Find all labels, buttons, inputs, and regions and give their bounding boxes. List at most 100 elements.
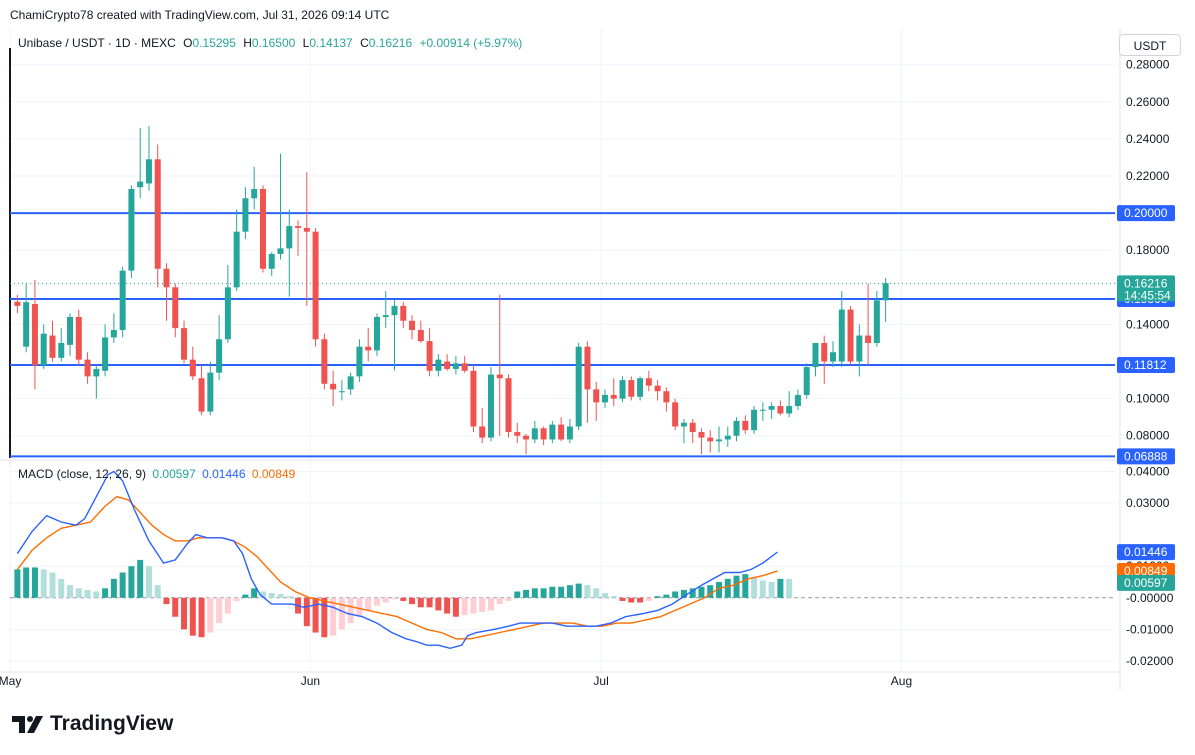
candle-body — [707, 437, 714, 442]
candle-body — [84, 359, 91, 377]
histogram-value-tag: 0.00597 — [1124, 576, 1168, 590]
macd-histogram-bar — [23, 567, 30, 598]
macd-histogram-bar — [224, 597, 231, 614]
candle-body — [181, 328, 188, 360]
candle-body — [93, 368, 100, 377]
macd-histogram-bar — [733, 575, 740, 598]
candle-body — [444, 361, 451, 369]
candle-body — [584, 346, 591, 390]
candle-body — [312, 231, 319, 340]
candle-body — [479, 426, 486, 438]
candle-body — [830, 352, 837, 362]
macd-histogram-bar — [654, 596, 661, 598]
candle-body — [716, 439, 722, 442]
axis-price-tags: 0.200000.153680.118120.068880.1621614:45… — [1117, 205, 1175, 591]
candle-body — [23, 302, 30, 347]
macd-histogram-bar — [400, 597, 407, 601]
macd-histogram-bar — [716, 582, 722, 598]
macd-histogram-bar — [14, 569, 21, 598]
candle-body — [145, 159, 152, 184]
candle-body — [663, 391, 670, 403]
macd-histogram-bar — [93, 591, 100, 598]
candle-body — [365, 346, 372, 351]
price-tick-label: 0.26000 — [1126, 95, 1170, 109]
macd-histogram-bar — [259, 591, 266, 598]
macd-histogram-bar — [181, 597, 188, 630]
macd-histogram-bar — [216, 597, 223, 624]
time-tick-label: Aug — [891, 674, 912, 688]
time-axis[interactable]: May Jun Jul Aug — [0, 674, 912, 688]
candle-body — [593, 389, 600, 403]
macd-tick-label: 0.03000 — [1126, 496, 1170, 510]
close-value: C0.16216 — [360, 36, 412, 50]
macd-histogram-bar — [707, 585, 714, 598]
candle-body — [277, 248, 284, 254]
candle-body — [58, 342, 65, 358]
candle-body — [505, 378, 512, 433]
candle-body — [514, 432, 521, 436]
macd-histogram-bar — [251, 588, 258, 598]
macd-histogram-bar — [610, 596, 617, 598]
macd-histogram-bar — [233, 597, 240, 601]
high-value: H0.16500 — [243, 36, 295, 50]
tradingview-logo[interactable]: TradingView — [12, 712, 173, 736]
macd-histogram-bar — [409, 597, 416, 605]
macd-tick-label: 0.04000 — [1126, 464, 1170, 478]
macd-histogram-bar — [145, 566, 152, 598]
symbol-title[interactable]: Unibase / USDT · 1D · MEXC — [18, 36, 176, 50]
currency-unit-button[interactable]: USDT — [1119, 34, 1181, 56]
candle-body — [812, 342, 819, 368]
candle-body — [496, 374, 503, 379]
candle-body — [768, 406, 775, 410]
candle-body — [224, 287, 231, 340]
macd-histogram-bar — [558, 586, 565, 598]
tradingview-logo-icon — [12, 716, 43, 733]
macd-indicator-title[interactable]: MACD (close, 12, 26, 9) — [18, 467, 147, 481]
macd-histogram-bar — [435, 597, 442, 611]
macd-histogram-bar — [637, 597, 644, 603]
price-tick-label: 0.14000 — [1126, 317, 1170, 331]
candle-body — [163, 268, 170, 288]
last-price-tag-bg — [1117, 275, 1175, 302]
header-credit: ChamiCrypto78 created with TradingView.c… — [10, 8, 389, 22]
macd-histogram-bar — [479, 597, 486, 612]
macd-histogram-bar — [312, 597, 319, 633]
macd-histogram-bar — [373, 597, 380, 606]
macd-signal-value: 0.00849 — [251, 467, 296, 481]
candle-body — [49, 335, 56, 358]
candle-body — [847, 309, 854, 362]
macd-histogram-bar — [724, 578, 731, 598]
candle-body — [128, 188, 135, 271]
level-price-tag-bg — [1117, 205, 1175, 222]
candle-body — [321, 339, 328, 384]
macd-histogram-bar — [286, 596, 293, 598]
candle-body — [575, 346, 582, 427]
candle-body — [637, 378, 644, 397]
macd-histogram-bar — [49, 572, 56, 598]
macd-histogram-bar — [549, 586, 556, 598]
level-price-tag-bg — [1117, 357, 1175, 374]
candle-body — [417, 329, 424, 342]
macd-histogram-bar — [444, 597, 451, 614]
candle-body — [540, 428, 547, 440]
candle-body — [610, 394, 617, 399]
candle-body — [347, 376, 354, 390]
macd-histogram-bar — [689, 588, 696, 598]
candle-body — [435, 359, 442, 371]
candle-body — [391, 305, 398, 316]
macd-histogram-bar — [172, 597, 179, 617]
candle-body — [330, 383, 337, 390]
macd-histogram-bar — [601, 593, 608, 598]
last-price-tag: 0.16216 — [1124, 276, 1168, 290]
macd-histogram-bar — [40, 569, 47, 598]
candle-body — [645, 378, 652, 386]
macd-histogram-bar — [417, 597, 424, 608]
level-price-tag: 0.06888 — [1124, 449, 1168, 463]
macd-histogram-bar — [128, 566, 135, 598]
macd-histogram-bar — [698, 586, 705, 598]
candle-body — [654, 385, 661, 392]
candle-body — [233, 231, 240, 288]
macd-histogram-bar — [102, 588, 109, 598]
macd-histogram-bar — [137, 559, 144, 598]
